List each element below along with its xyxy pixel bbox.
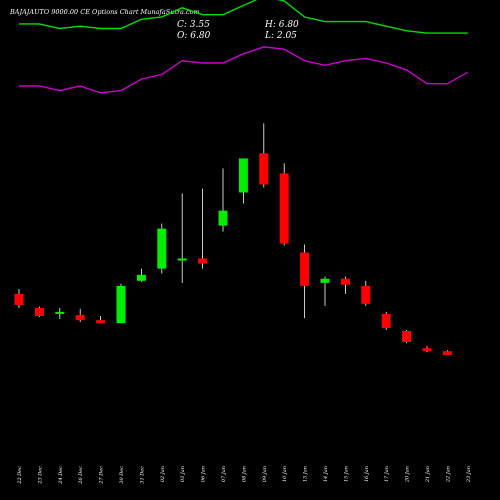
candle-body [442,351,452,356]
candle-body [361,285,371,304]
candle [157,223,167,274]
x-tick-label: 22 Dec [17,466,23,485]
x-tick-label: 15 Jan [343,466,349,482]
candle-body [422,348,432,352]
candle-body [55,311,65,314]
x-tick-label: 06 Jan [201,466,207,482]
candle [136,268,146,282]
candle-body [320,278,330,283]
candle [300,244,310,319]
x-tick-label: 26 Dec [78,466,84,485]
x-tick-label: 30 Dec [119,466,125,484]
candle-body [259,153,269,185]
candle [381,311,391,331]
candle [259,123,269,188]
low-value: L: 2.05 [264,31,297,41]
indicator-bands [19,0,469,94]
candle-body [157,228,167,269]
x-tick-label: 21 Jan [425,466,431,483]
high-value: H: 6.80 [264,20,299,30]
chart-title: BAJAJAUTO 9000.00 CE Options Chart Munaf… [9,8,200,16]
x-tick-label: 14 Jan [323,466,329,482]
candle [218,168,228,232]
open-value: O: 6.80 [177,31,211,41]
x-tick-label: 20 Jan [405,466,411,483]
x-tick-label: 07 Jan [221,466,227,482]
x-tick-label: 17 Jan [384,466,390,482]
candle [422,346,432,353]
candle-body [177,258,187,261]
candle [238,158,248,204]
x-tick-label: 08 Jan [241,466,247,482]
x-axis-tick-labels: 22 Dec 23 Dec 24 Dec 26 Dec 27 Dec 30 Dec 31 D… [17,466,472,485]
x-tick-label: 16 Jan [364,466,370,482]
candle-body [300,252,310,286]
candle [55,307,65,319]
candle [75,308,85,322]
candle [177,193,187,283]
x-tick-label: 23 Dec [37,466,43,485]
x-tick-label: 13 Jan [303,466,309,482]
x-tick-label: 27 Dec [99,466,105,485]
candle-body [340,278,350,285]
candle-body [402,330,412,342]
candle [442,350,452,356]
candle-body [238,158,248,193]
candle [279,163,289,246]
lower-band-line [19,46,469,94]
x-tick-label: 23 Jan [466,466,472,483]
x-tick-label: 10 Jan [282,466,288,482]
candle-body [34,307,44,316]
candle [198,188,208,269]
candle [14,288,24,308]
candle [96,316,106,324]
candle [361,280,371,306]
candle-body [279,173,289,244]
candle [116,283,126,324]
x-tick-label: 03 Jan [180,466,186,482]
x-tick-label: 31 Dec [139,466,145,484]
candles [14,123,452,356]
candle-body [14,293,24,305]
candle [34,306,44,317]
upper-band-line [19,0,468,34]
candle-body [136,274,146,281]
candle-body [198,258,208,264]
candle [340,276,350,294]
candle-body [218,210,228,226]
candle-body [96,320,106,324]
candle-body [116,285,126,324]
x-tick-label: 09 Jan [262,466,268,482]
candle-body [75,315,85,321]
x-tick-label: 02 Jan [160,466,166,482]
candle-body [381,313,391,328]
x-tick-label: 22 Jan [445,466,451,483]
x-tick-label: 24 Dec [58,466,64,485]
candle [402,330,412,344]
close-value: C: 3.55 [177,20,210,30]
candle [320,276,330,306]
